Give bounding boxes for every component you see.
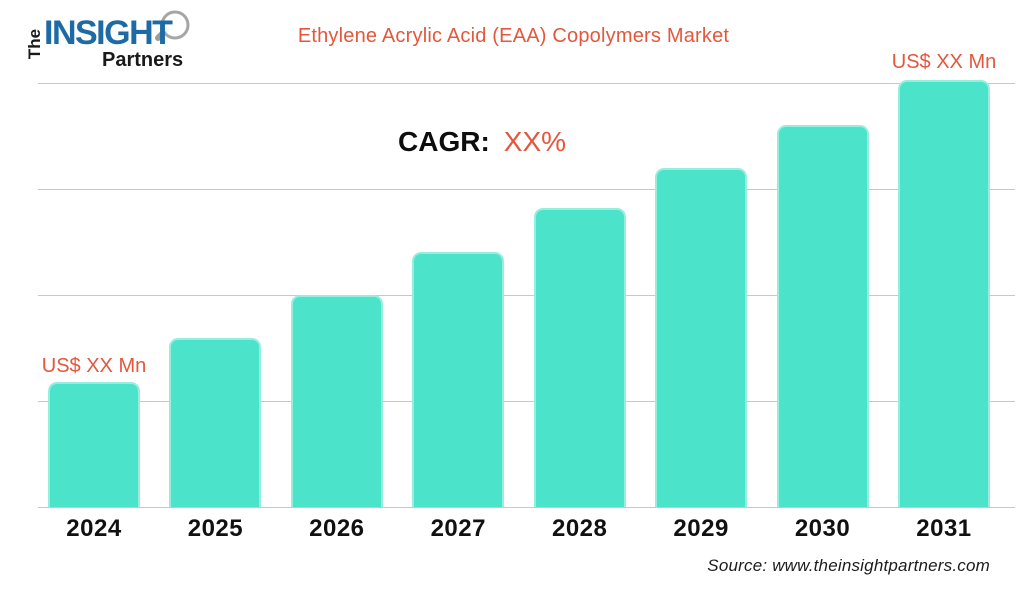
bar-2025 <box>169 338 262 507</box>
x-tick-2029: 2029 <box>673 515 729 542</box>
bar-series <box>48 80 990 507</box>
x-tick-2025: 2025 <box>187 515 244 542</box>
last-bar-value-label: US$ XX Mn <box>891 51 997 73</box>
x-tick-2031: 2031 <box>916 515 972 542</box>
cagr-annotation: CAGR: XX% <box>398 126 566 158</box>
bar-2027 <box>412 252 505 507</box>
x-axis: 2024 2025 2026 2027 2028 2029 2030 2031 <box>48 515 990 543</box>
x-tick-2028: 2028 <box>551 515 608 542</box>
logo-partners-text: Partners <box>102 49 184 71</box>
bar-2028 <box>533 208 626 507</box>
brand-logo: The INSIGHT Partners <box>25 8 206 78</box>
bar-2026 <box>290 295 383 507</box>
gridline <box>38 401 1015 402</box>
bar-2030 <box>776 125 869 507</box>
gridline <box>38 83 1015 84</box>
bar-2031 <box>897 80 990 507</box>
bar-2029 <box>655 168 748 507</box>
plot-area <box>38 80 1015 508</box>
gridline <box>38 189 1015 190</box>
magnifier-icon <box>155 10 190 41</box>
bar-2024 <box>48 382 140 507</box>
logo-insight-text: INSIGHT <box>44 14 173 52</box>
x-tick-2026: 2026 <box>309 515 365 542</box>
source-text: Source: www.theinsightpartners.com <box>707 556 990 575</box>
first-bar-value-label: US$ XX Mn <box>41 355 147 377</box>
x-tick-2030: 2030 <box>794 515 851 542</box>
gridline <box>38 507 1015 508</box>
chart-title: Ethylene Acrylic Acid (EAA) Copolymers M… <box>297 25 730 47</box>
cagr-value: XX% <box>503 126 567 157</box>
x-tick-2024: 2024 <box>66 515 122 542</box>
cagr-label: CAGR: <box>398 126 490 157</box>
x-tick-2027: 2027 <box>430 515 486 542</box>
gridline <box>38 295 1015 296</box>
